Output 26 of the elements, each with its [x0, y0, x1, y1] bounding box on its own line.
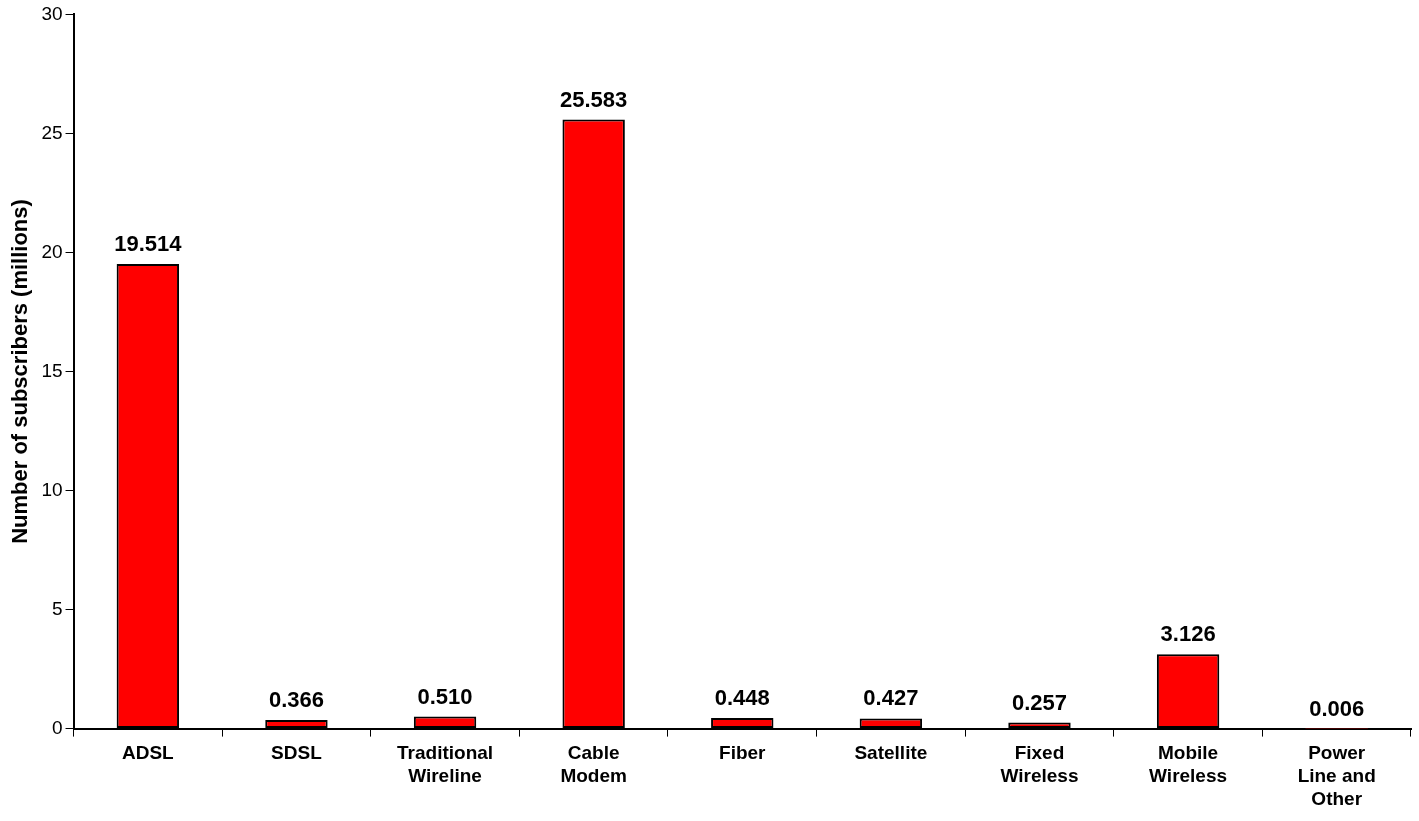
x-tick-label: Fixed Wireless	[1000, 742, 1079, 787]
y-tick-label: 5	[51, 597, 63, 619]
y-tick-label: 15	[41, 359, 63, 381]
y-tick-label: 10	[41, 478, 63, 500]
x-tick-label: Cable Modem	[560, 742, 627, 787]
x-tick-label: Fiber	[719, 742, 767, 764]
y-tick-label: 30	[41, 2, 63, 24]
y-tick-label: 20	[41, 240, 63, 262]
data-label: 3.126	[1160, 621, 1216, 647]
data-label: 0.510	[417, 683, 473, 709]
x-tick-label: SDSL	[271, 742, 323, 764]
x-tick-label: Satellite	[854, 742, 928, 764]
data-label: 0.257	[1011, 689, 1068, 715]
y-tick-label: 0	[51, 716, 63, 738]
data-label: 0.448	[714, 685, 770, 710]
data-label: 25.583	[560, 86, 628, 112]
data-label: 0.427	[863, 685, 919, 711]
data-label: 0.006	[1309, 695, 1365, 721]
x-tick-label: ADSL	[121, 742, 175, 764]
y-tick-label: 25	[41, 121, 63, 143]
data-label: 0.366	[268, 686, 324, 712]
x-tick-label: Traditional Wireline	[397, 742, 494, 787]
y-axis-title: Number of subscribers (millions)	[7, 199, 33, 544]
data-label: 19.514	[114, 231, 183, 257]
x-tick-label: Mobile Wireless	[1149, 742, 1228, 787]
x-tick-label: Power Line and Other	[1297, 742, 1376, 809]
